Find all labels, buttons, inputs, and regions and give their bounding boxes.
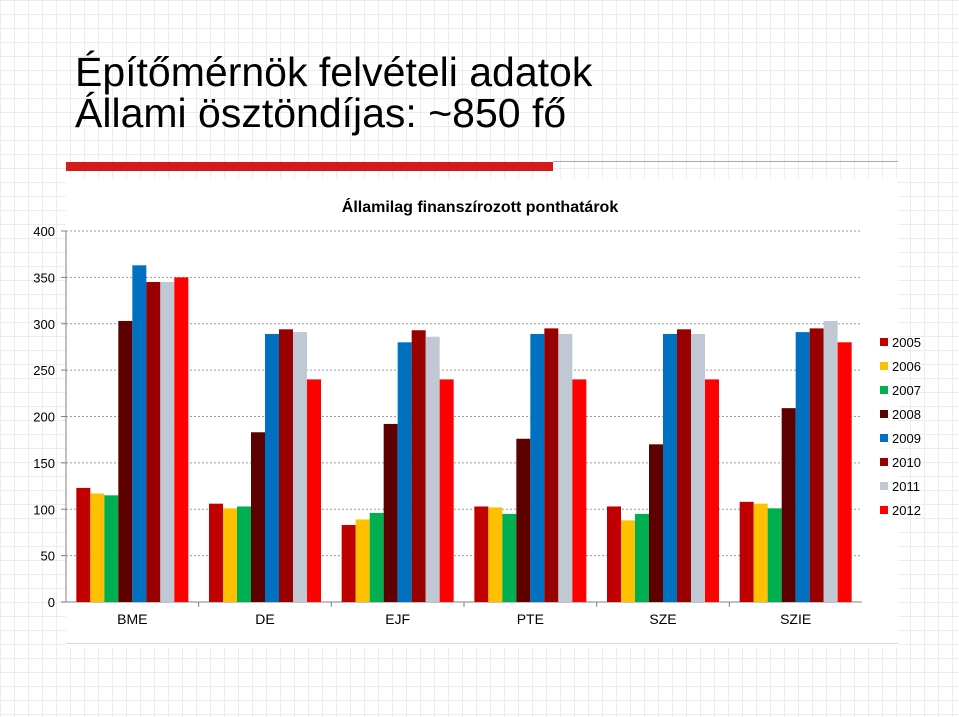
legend-swatch-2010 [880, 458, 888, 466]
bar-bme-2005 [76, 487, 91, 602]
y-tick-label: 50 [41, 549, 55, 564]
bar-szie-2005 [739, 501, 754, 602]
bar-sze-2010 [677, 329, 691, 602]
bar-bme-2008 [118, 320, 133, 602]
bar-de-2006 [223, 508, 237, 602]
y-tick-label: 200 [33, 410, 55, 425]
legend-swatch-2008 [880, 410, 888, 418]
y-tick-label: 100 [33, 502, 55, 517]
bar-szie-2006 [753, 503, 768, 602]
bar-sze-2012 [705, 379, 719, 602]
x-tick-label: EJF [385, 611, 410, 627]
legend-label-2010: 2010 [892, 455, 921, 470]
slide-title: Építőmérnök felvételi adatok Állami öszt… [75, 52, 592, 134]
y-tick-label: 150 [33, 456, 55, 471]
bar-pte-2012 [572, 379, 587, 602]
legend: 2005 2006 2007 2008 2009 2010 2011 2012 [880, 335, 921, 518]
chart-title: Államilag finanszírozott ponthatárok [342, 197, 619, 216]
bar-szie-2011 [823, 320, 838, 602]
bar-sze-2007 [635, 513, 649, 602]
x-tick-label: SZE [649, 611, 676, 627]
bar-ejf-2005 [341, 525, 356, 602]
bar-sze-2005 [607, 506, 621, 602]
bar-pte-2007 [502, 513, 517, 602]
legend-label-2007: 2007 [892, 383, 921, 398]
bar-bme-2012 [174, 277, 189, 602]
y-tick-label: 350 [33, 270, 55, 285]
bar-de-2009 [265, 333, 279, 602]
bar-szie-2012 [837, 342, 852, 602]
bar-ejf-2010 [411, 330, 426, 602]
x-tick-label: SZIE [780, 611, 811, 627]
bar-sze-2008 [649, 444, 663, 602]
x-tick-label: DE [255, 611, 274, 627]
bar-bme-2009 [132, 265, 147, 602]
legend-label-2012: 2012 [892, 503, 921, 518]
slide-title-line-2: Állami ösztöndíjas: ~850 fő [75, 90, 567, 136]
bar-ejf-2011 [425, 336, 440, 602]
slide-title-line-1: Építőmérnök felvételi adatok [75, 49, 593, 95]
bar-sze-2011 [691, 333, 705, 602]
bar-pte-2008 [516, 438, 531, 602]
bar-ejf-2012 [439, 379, 454, 602]
legend-swatch-2006 [880, 362, 888, 370]
x-tick-label: PTE [517, 611, 544, 627]
bar-pte-2005 [474, 506, 489, 602]
bar-szie-2007 [767, 508, 782, 602]
bars [76, 265, 852, 602]
bar-ejf-2006 [355, 519, 370, 602]
bar-ejf-2009 [397, 342, 412, 602]
bar-ejf-2007 [369, 512, 384, 602]
bar-szie-2010 [809, 328, 824, 602]
title-underline-bar [66, 162, 553, 171]
bar-bme-2006 [90, 493, 105, 602]
bar-sze-2006 [621, 520, 635, 602]
bar-de-2005 [209, 503, 223, 602]
axes [61, 230, 862, 607]
legend-label-2006: 2006 [892, 359, 921, 374]
bar-bme-2010 [146, 282, 161, 602]
bar-de-2007 [237, 506, 251, 602]
bar-sze-2009 [663, 333, 677, 602]
bar-szie-2008 [781, 408, 796, 602]
legend-label-2009: 2009 [892, 431, 921, 446]
bar-de-2008 [251, 432, 265, 602]
tick-labels: 0 50 100 150 200 250 300 350 400 BME DE EJF PTE SZE SZ… [33, 224, 811, 627]
legend-swatch-2011 [880, 482, 888, 490]
legend-swatch-2007 [880, 386, 888, 394]
bar-pte-2009 [530, 333, 545, 602]
bar-pte-2010 [544, 328, 559, 602]
legend-swatch-2009 [880, 434, 888, 442]
legend-label-2008: 2008 [892, 407, 921, 422]
y-tick-label: 400 [33, 224, 55, 239]
y-tick-label: 300 [33, 317, 55, 332]
bar-bme-2011 [160, 282, 175, 602]
x-tick-label: BME [117, 611, 147, 627]
bar-bme-2007 [104, 495, 119, 602]
y-tick-label: 250 [33, 363, 55, 378]
bar-pte-2011 [558, 333, 573, 602]
bar-de-2012 [307, 379, 321, 602]
bar-pte-2006 [488, 507, 503, 602]
bar-de-2010 [279, 329, 293, 602]
bar-szie-2009 [795, 332, 810, 602]
footer-rule [66, 643, 898, 644]
gridlines [66, 230, 862, 557]
legend-label-2005: 2005 [892, 335, 921, 350]
legend-swatch-2012 [880, 506, 888, 514]
legend-label-2011: 2011 [892, 479, 920, 494]
y-tick-label: 0 [48, 595, 55, 610]
bar-ejf-2008 [383, 423, 398, 602]
bar-de-2011 [293, 332, 307, 602]
legend-swatch-2005 [880, 338, 888, 346]
title-underline-rule [553, 161, 898, 162]
